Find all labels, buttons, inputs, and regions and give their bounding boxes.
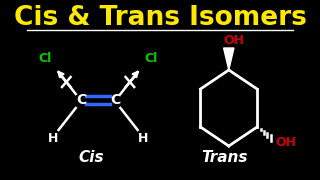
- Text: Cl: Cl: [38, 51, 52, 64]
- Text: H: H: [138, 132, 148, 145]
- Text: Trans: Trans: [201, 150, 248, 165]
- Text: OH: OH: [276, 136, 297, 150]
- Text: C: C: [76, 93, 86, 107]
- Text: C: C: [110, 93, 120, 107]
- Text: Cis & Trans Isomers: Cis & Trans Isomers: [13, 5, 307, 31]
- Polygon shape: [224, 48, 234, 70]
- Text: Cis: Cis: [78, 150, 104, 165]
- Text: OH: OH: [223, 33, 244, 46]
- Text: Cl: Cl: [145, 51, 158, 64]
- Text: H: H: [48, 132, 59, 145]
